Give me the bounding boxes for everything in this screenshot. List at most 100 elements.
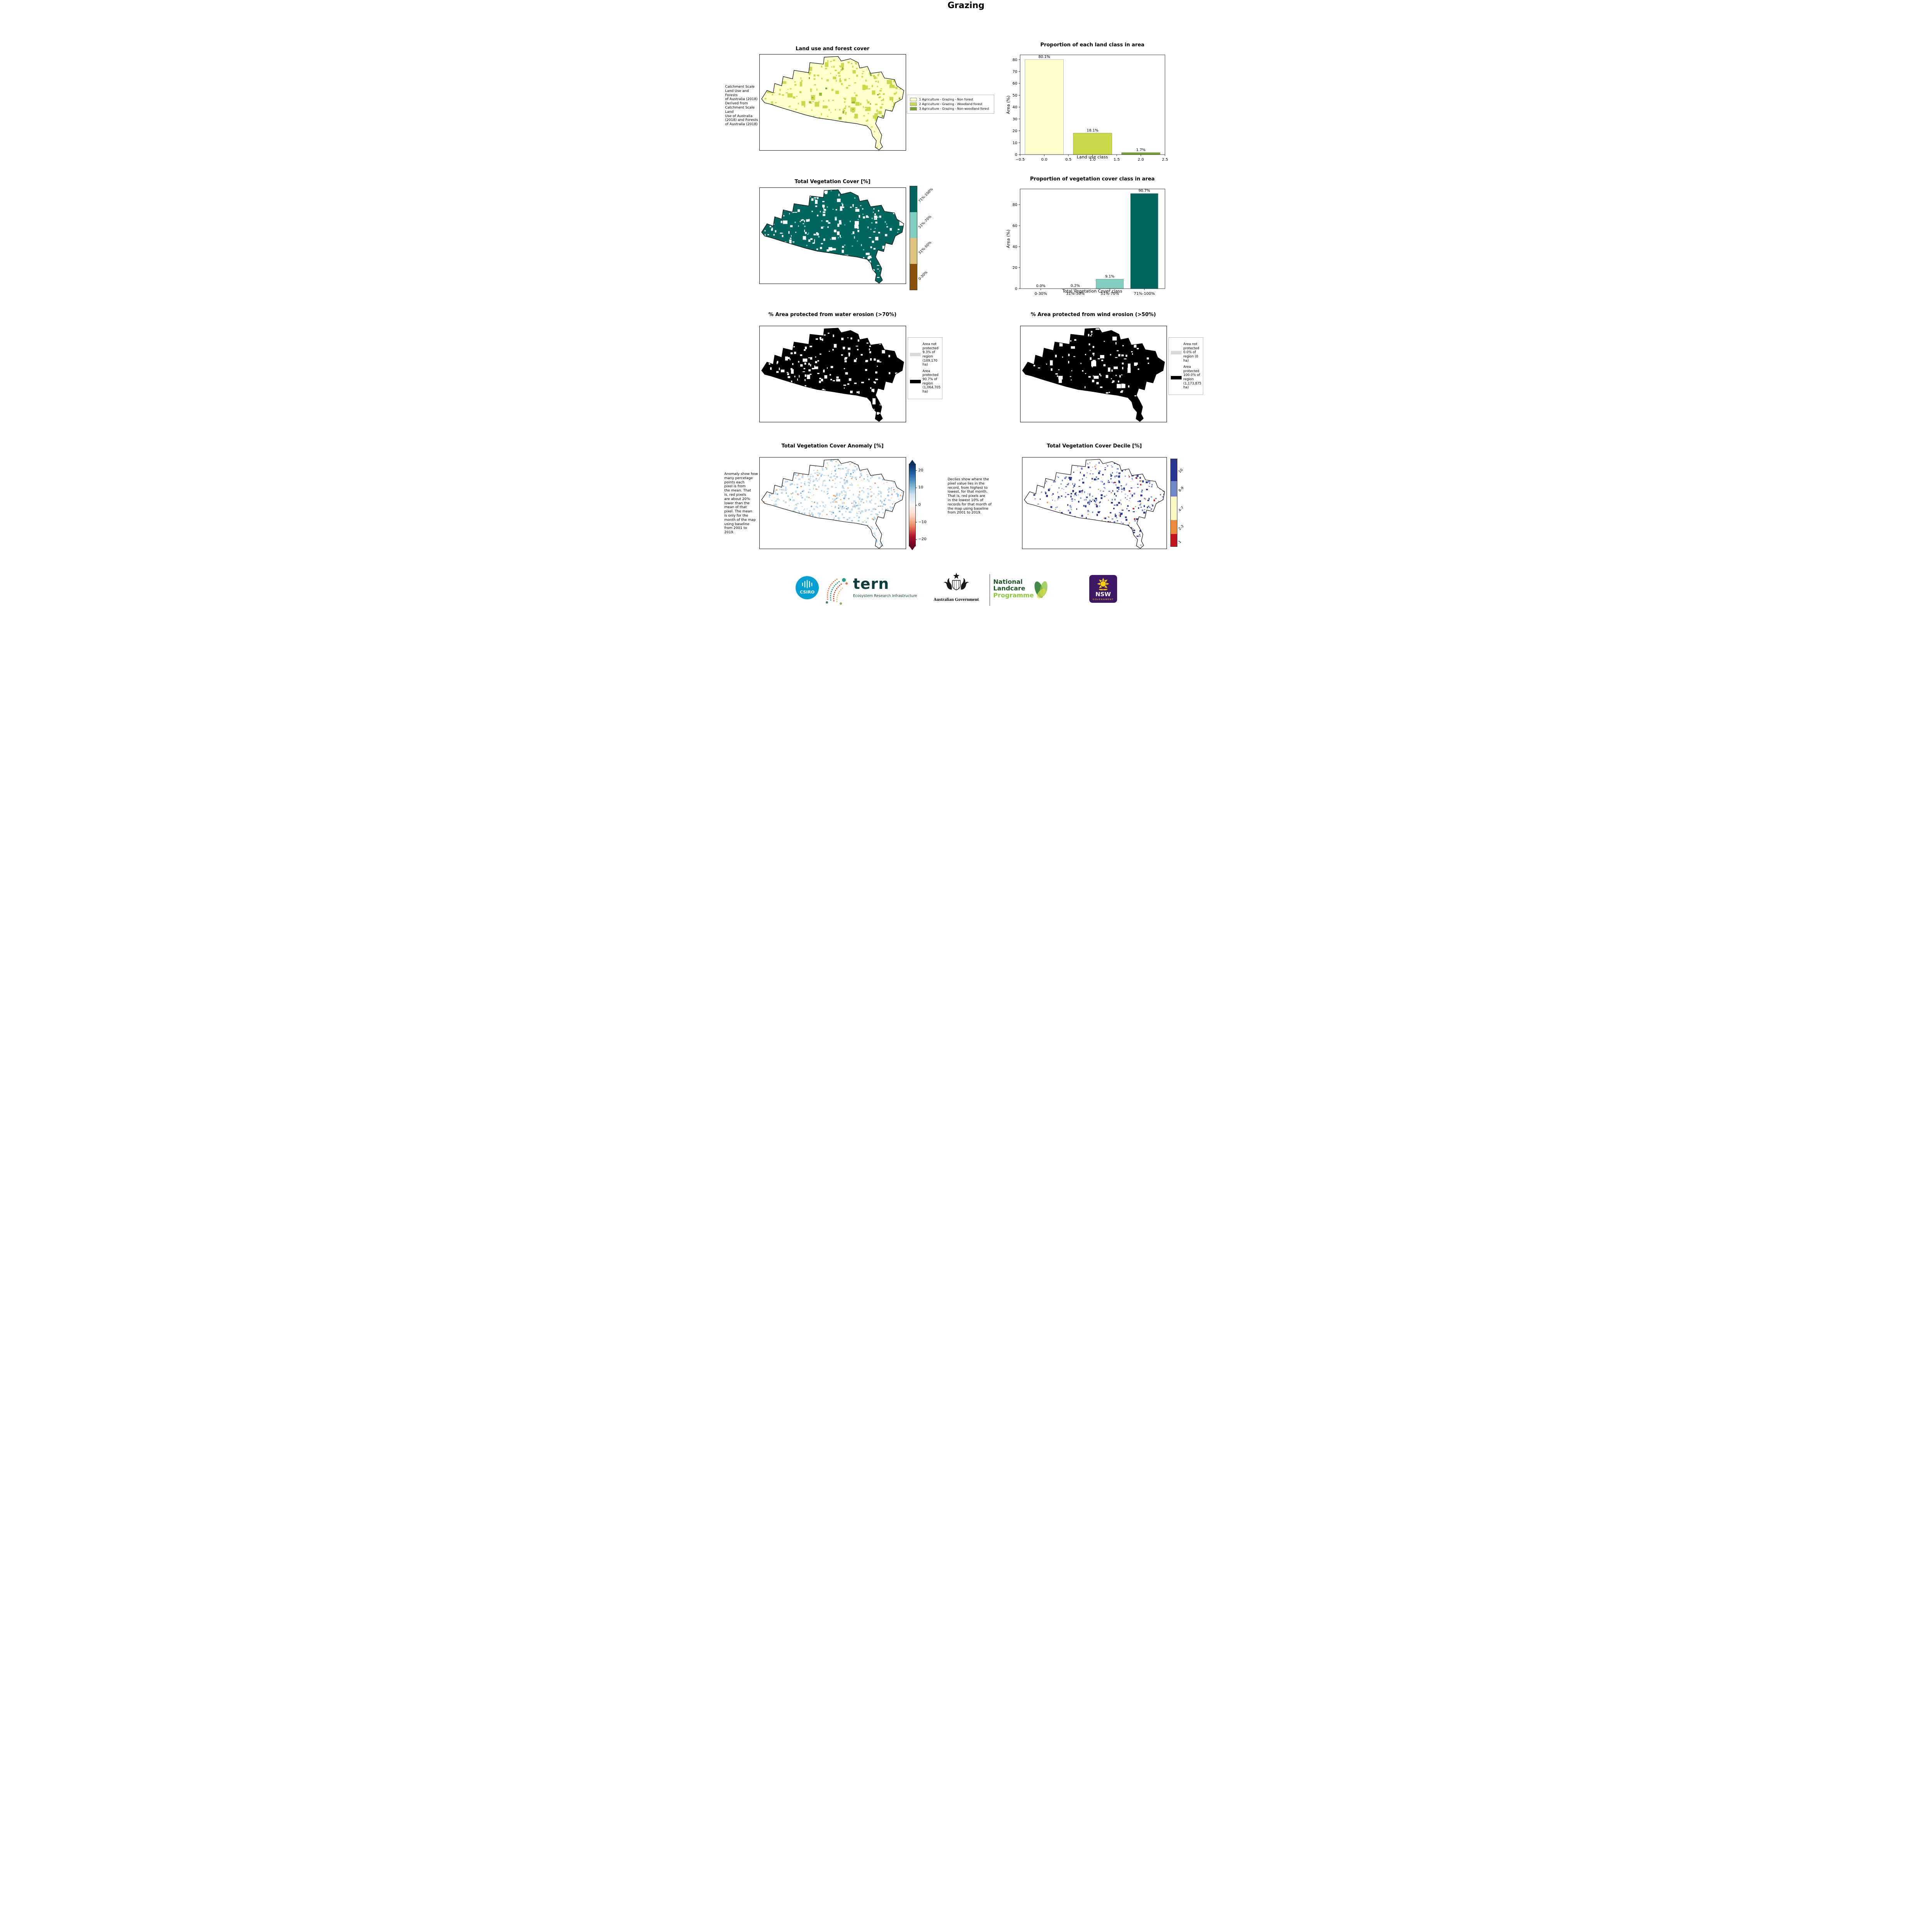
decile-note: Deciles show where the pixel value lies … [947, 478, 992, 515]
water-erosion-map [759, 326, 906, 422]
bar-value-label: 90.7% [1138, 189, 1150, 193]
colorbar-gradient [908, 464, 916, 546]
x-tick-label: 71%-100% [1134, 292, 1155, 296]
colorbar-segment [910, 212, 917, 238]
y-tick-label: 10 [1012, 141, 1017, 145]
colorbar-segment [910, 238, 917, 264]
vegcover-map [759, 187, 906, 284]
water-erosion-map-title: % Area protected from water erosion (>70… [768, 312, 897, 318]
y-tick-label: 80 [1012, 203, 1017, 207]
colorbar-tick-label: −20 [918, 537, 927, 542]
australian-government-crest [943, 573, 969, 590]
bar [1130, 193, 1158, 289]
colorbar-tick-label: 20 [918, 468, 923, 473]
colorbar-extend-up [909, 460, 915, 464]
y-tick-label: 70 [1012, 70, 1017, 74]
bar-value-label: 80.1% [1038, 55, 1050, 59]
legend-swatch [1170, 376, 1182, 379]
x-tick-label: 0-30% [1034, 292, 1047, 296]
legend-swatch [910, 98, 917, 101]
anomaly-note: Anomaly show how many percetage points e… [724, 472, 758, 535]
colorbar-extend-down [909, 546, 915, 550]
y-tick-label: 60 [1012, 224, 1017, 228]
landuse-map [759, 54, 906, 151]
colorbar-label: 71%-100% [917, 187, 934, 204]
legend-swatch [1170, 351, 1182, 355]
legend-swatch [910, 380, 921, 384]
decile-map [1022, 457, 1167, 549]
chart2-ylabel: Area (%) [1006, 230, 1011, 248]
colorbar-tick-label: 10 [918, 485, 923, 490]
y-tick-label: 20 [1012, 129, 1017, 133]
y-tick-label: 50 [1012, 94, 1017, 98]
bar-value-label: 0.2% [1070, 284, 1080, 288]
bar-value-label: 18.1% [1087, 128, 1098, 133]
wind-erosion-legend: Area not protected 0.0% of region (0 ha)… [1168, 337, 1203, 395]
x-tick-label: 2.0 [1138, 158, 1144, 162]
x-tick-label: 0.5 [1065, 158, 1071, 162]
erosion-legend-item: Area protected 90.7% of region (1,064,70… [910, 369, 940, 394]
landuse-legend-item: 3 Agriculture - Grazing - Non-woodland f… [910, 107, 991, 111]
y-tick-label: 40 [1012, 105, 1017, 110]
y-tick-label: 60 [1012, 82, 1017, 86]
colorbar [909, 186, 917, 290]
legend-label: Area not protected 0.0% of region (0 ha) [1183, 342, 1199, 363]
nsw-government-logo: NSW GOVERNMENT [1089, 575, 1117, 603]
vegcover-map-title: Total Vegetation Cover [%] [794, 179, 871, 185]
landcare-wordmark: National Landcare Programme [993, 578, 1034, 599]
chart1-xlabel: Land use class [1077, 155, 1108, 160]
colorbar-tick [915, 539, 917, 540]
colorbar-label: 4-7 [1177, 505, 1185, 513]
erosion-legend-item: Area not protected 9.3% of region (109,1… [910, 342, 940, 367]
bar [1095, 279, 1124, 289]
nsw-label: NSW [1095, 591, 1111, 598]
bar [1121, 152, 1160, 155]
australian-government-label: Australian Government [933, 597, 979, 602]
legend-label: 1 Agriculture - Grazing - Non forest [919, 98, 973, 101]
nsw-sublabel: GOVERNMENT [1092, 599, 1113, 601]
colorbar-segment [1170, 481, 1177, 497]
colorbar-segment [1170, 534, 1177, 546]
colorbar-segment [1170, 459, 1177, 481]
colorbar [1170, 459, 1177, 547]
x-tick-label: 2.5 [1162, 158, 1168, 162]
chart2-xlabel: Total Vegetation Cover class [1062, 289, 1122, 294]
bar-value-label: 1.7% [1136, 148, 1145, 152]
csiro-pulse-icon [802, 580, 812, 588]
colorbar-label: 1 [1177, 540, 1182, 544]
legend-label: Area not protected 9.3% of region (109,1… [922, 342, 939, 367]
colorbar-label: 8-9 [1177, 486, 1185, 493]
tern-wordmark: tern [853, 575, 889, 592]
report-page: Grazing Land use and forest cover Catchm… [724, 0, 1208, 614]
colorbar-label: 10 [1177, 468, 1184, 474]
landcare-line2: Landcare [993, 585, 1026, 592]
legend-label: 3 Agriculture - Grazing - Non-woodland f… [919, 107, 990, 111]
wind-erosion-map-title: % Area protected from wind erosion (>50%… [1031, 312, 1156, 318]
colorbar-label: 0-30% [917, 270, 929, 281]
x-tick-label: 1.0 [1089, 158, 1095, 162]
colorbar-tick [915, 470, 917, 471]
landuse-legend-item: 1 Agriculture - Grazing - Non forest [910, 98, 991, 101]
colorbar-segment [1170, 520, 1177, 534]
y-tick-label: 20 [1012, 266, 1017, 270]
decile-colorbar: 10 8-9 4-7 2-3 1 [1170, 459, 1208, 549]
anomaly-map-title: Total Vegetation Cover Anomaly [%] [781, 443, 884, 449]
anomaly-colorbar: 20 10 0 −10 −20 [908, 460, 936, 553]
indigenous-dot-art [825, 578, 848, 605]
x-tick-label: 31%-50% [1066, 292, 1084, 296]
landclass-proportion-chart: Proportion of each land class in area La… [1006, 42, 1168, 162]
colorbar-label: 2-3 [1177, 524, 1185, 531]
emu-icon [961, 578, 969, 590]
tern-logo: tern Ecosystem Research Infrastructure [853, 577, 917, 598]
chart1-title: Proportion of each land class in area [1040, 42, 1144, 48]
x-tick-label: 0.0 [1041, 158, 1047, 162]
chart2-title: Proportion of vegetation cover class in … [1030, 176, 1155, 182]
y-tick-label: 80 [1012, 58, 1017, 62]
vegcover-colorbar: 71%-100% 51%-70% 31%-50% 0-30% [909, 186, 956, 291]
colorbar-tick-label: 0 [918, 503, 921, 507]
colorbar-tick-label: −10 [918, 520, 927, 524]
bar-value-label: 0.0% [1036, 284, 1045, 288]
colorbar-label: 31%-50% [917, 240, 932, 255]
x-tick-label: 1.5 [1114, 158, 1120, 162]
landcare-line3: Programme [993, 591, 1034, 599]
